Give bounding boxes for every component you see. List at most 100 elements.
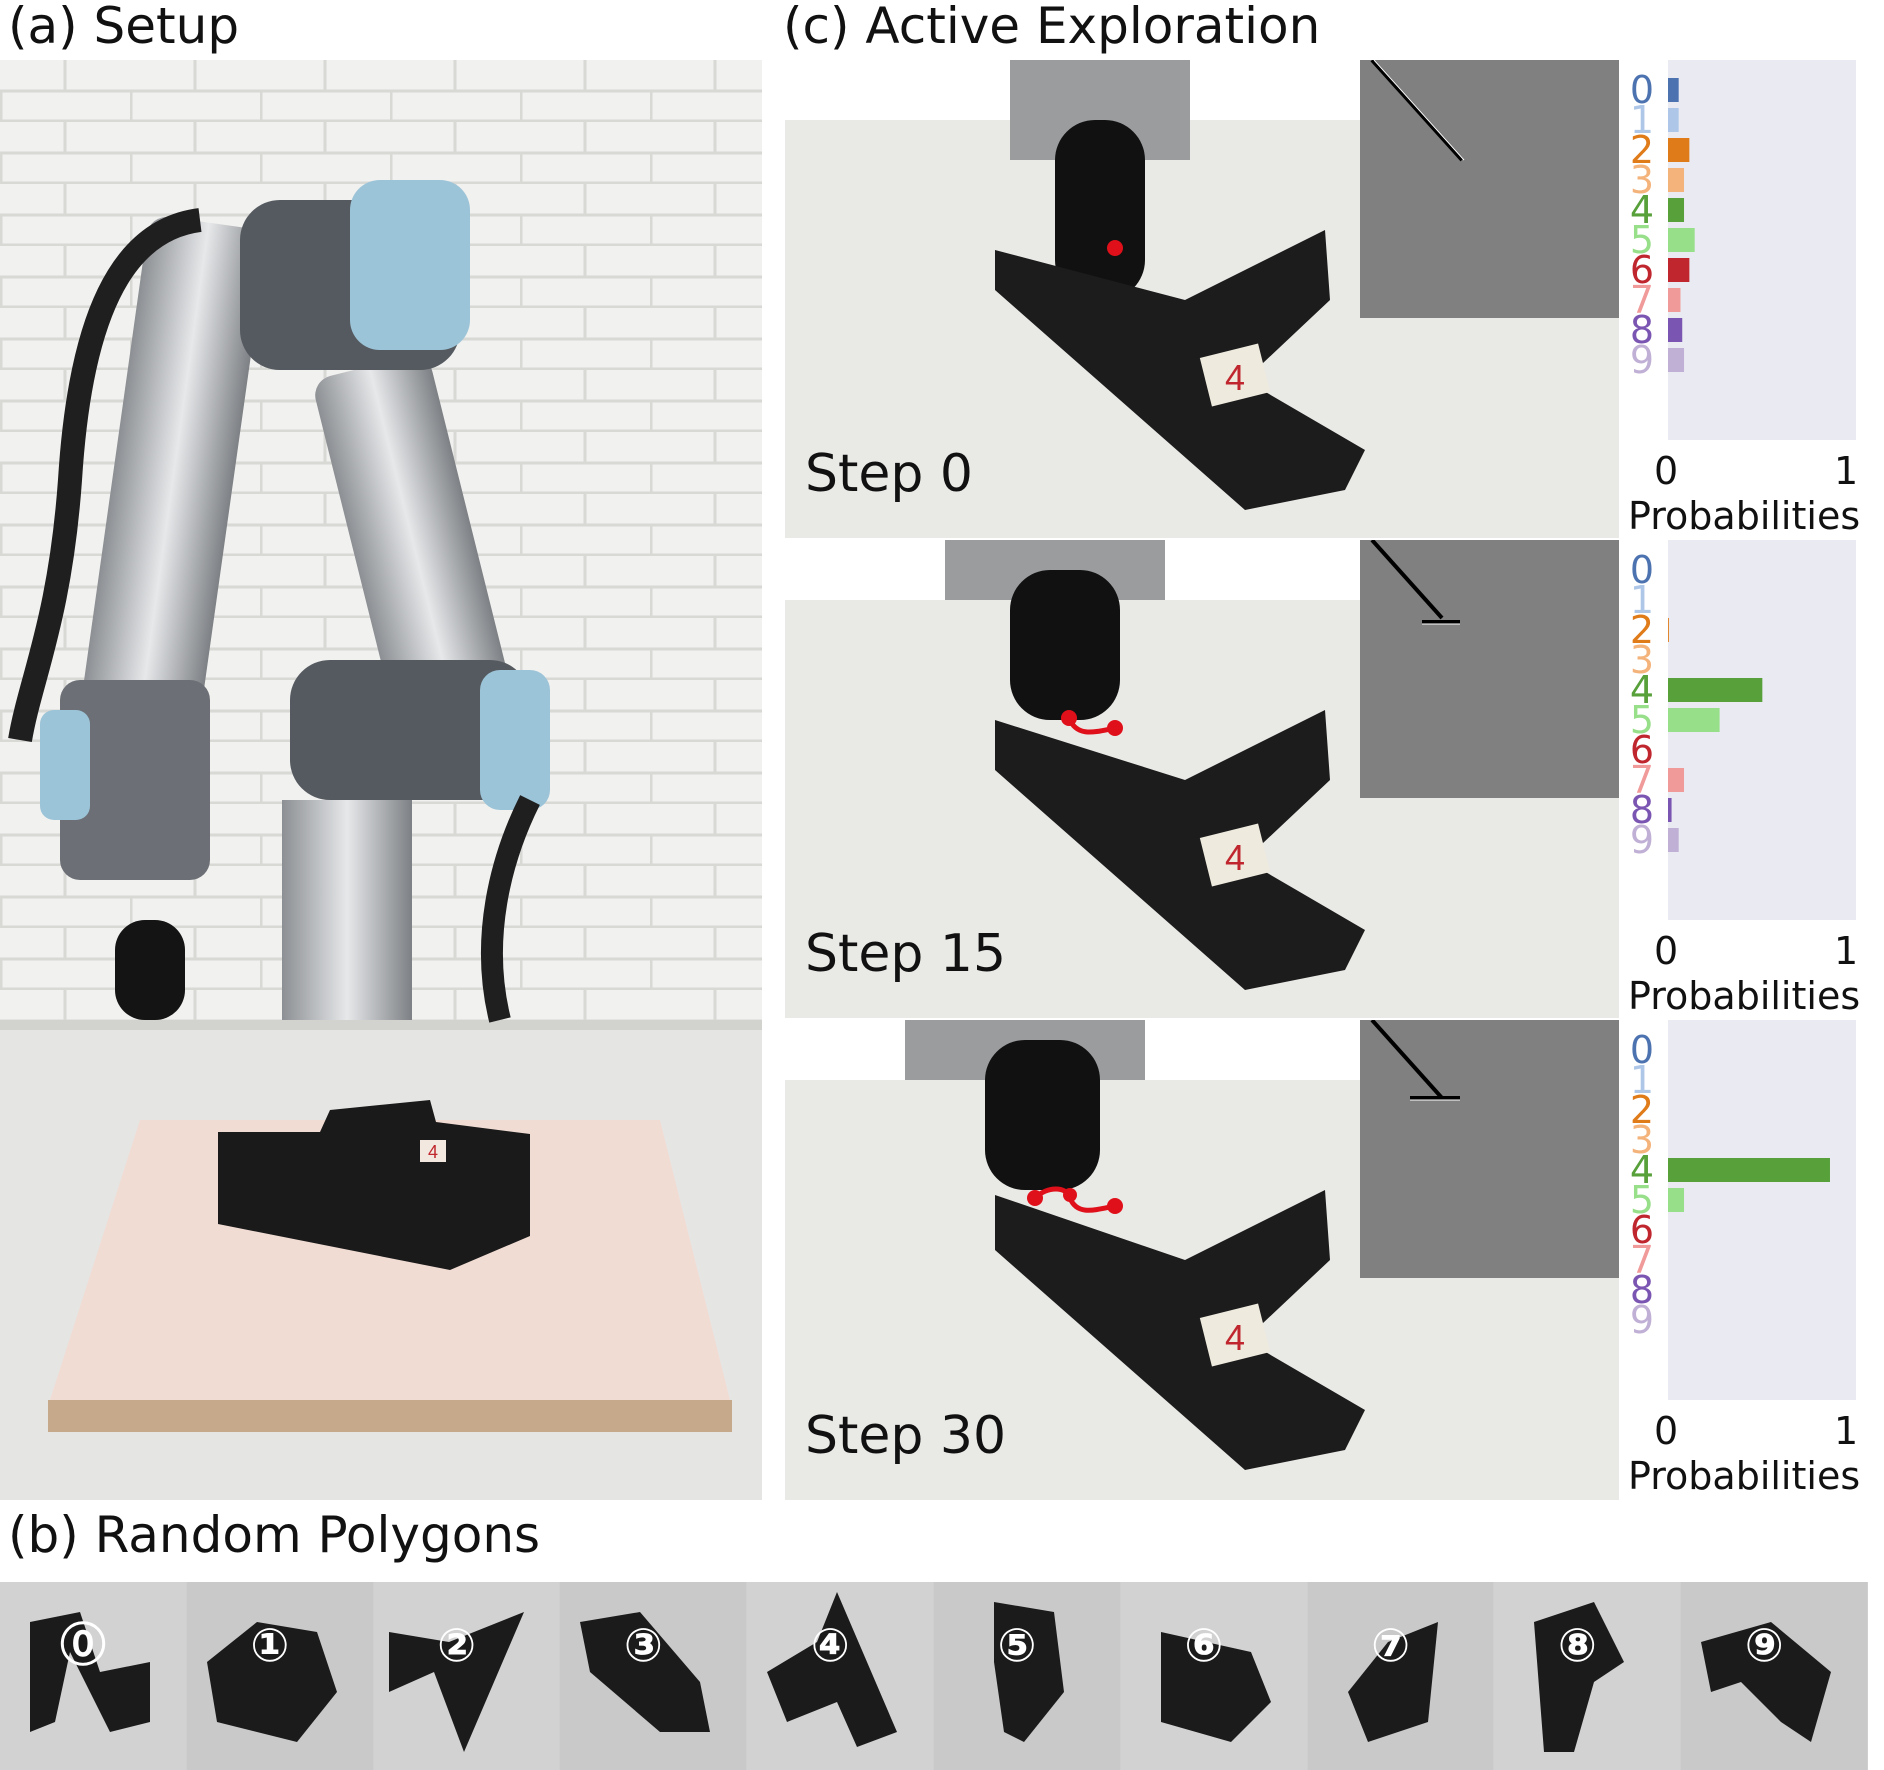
- bar-step1-class-2: [1668, 618, 1669, 642]
- category-label-step0-6: 6: [1629, 248, 1654, 292]
- tactile-map-1: [1360, 540, 1619, 798]
- step-photo-2: 4 Step 30: [785, 1020, 1619, 1500]
- category-label-step2-4: 4: [1629, 1148, 1654, 1192]
- category-label-step2-3: 3: [1629, 1118, 1654, 1162]
- bar-step2-class-5: [1668, 1188, 1685, 1212]
- bar-step0-class-0: [1668, 78, 1679, 102]
- polygon-shape-3: [580, 1612, 711, 1732]
- tactile-map-2: [1360, 1020, 1619, 1278]
- polygon-badge-1: ①: [250, 1618, 290, 1672]
- tactile-map-0: [1360, 60, 1619, 318]
- xlabel-1: Probabilities: [1628, 974, 1861, 1018]
- category-label-step1-7: 7: [1629, 758, 1654, 802]
- bar-step0-class-6: [1668, 258, 1690, 282]
- category-label-step1-1: 1: [1629, 578, 1654, 622]
- category-label-step2-6: 6: [1629, 1208, 1654, 1252]
- step-label-1: Step 15: [805, 924, 1007, 984]
- bar-step2-class-4: [1668, 1158, 1830, 1182]
- xtick-2-0: 0: [1654, 1409, 1679, 1453]
- category-label-step0-9: 9: [1629, 338, 1654, 382]
- polygon-shape-0: [30, 1612, 150, 1732]
- polygon-shape-5: [994, 1602, 1064, 1742]
- setup-object-tag: [420, 1140, 446, 1162]
- category-label-step0-0: 0: [1629, 68, 1654, 112]
- polygon-cell-9: ⑨: [1681, 1582, 1867, 1770]
- object-tag-0: 4: [1225, 357, 1245, 398]
- object-tag-1: 4: [1225, 837, 1245, 878]
- polygon-cell-2: ②: [373, 1582, 560, 1770]
- category-label-step2-5: 5: [1629, 1178, 1654, 1222]
- polygon-shape-1: [206, 1622, 337, 1742]
- polygon-shape-9: [1701, 1622, 1832, 1742]
- category-label-step0-8: 8: [1629, 308, 1654, 352]
- category-label-step0-7: 7: [1629, 278, 1654, 322]
- xtick-2-1: 1: [1834, 1409, 1859, 1453]
- polygon-cell-0: ⓪: [0, 1582, 186, 1770]
- polygon-shape-6: [1160, 1632, 1271, 1742]
- setup-photo: 4: [0, 60, 762, 1500]
- category-label-step2-7: 7: [1629, 1238, 1654, 1282]
- setup-object-tag-text: 4: [428, 1142, 438, 1162]
- polygon-cell-4: ④: [747, 1582, 933, 1770]
- polygon-shape-4: [767, 1592, 898, 1747]
- bar-step1-class-8: [1668, 798, 1672, 822]
- polygon-cell-6: ⑥: [1120, 1582, 1307, 1770]
- polygon-shape-2: [388, 1612, 524, 1752]
- bar-step0-class-7: [1668, 288, 1681, 312]
- polygon-badge-5: ⑤: [997, 1618, 1037, 1672]
- category-label-step1-0: 0: [1629, 548, 1654, 592]
- polygon-shape-8: [1534, 1602, 1625, 1752]
- polygon-badge-2: ②: [437, 1618, 477, 1672]
- category-label-step2-1: 1: [1629, 1058, 1654, 1102]
- polygon-badge-0: ⓪: [60, 1618, 106, 1672]
- step-photo-0: 4 Step 0: [785, 60, 1619, 538]
- panel-a-label: (a) Setup: [8, 0, 240, 55]
- polygon-badge-7: ⑦: [1371, 1618, 1411, 1672]
- xtick-0-0: 0: [1654, 449, 1679, 493]
- category-label-step2-9: 9: [1629, 1298, 1654, 1342]
- category-label-step0-5: 5: [1629, 218, 1654, 262]
- panel-c-label: (c) Active Exploration: [783, 0, 1321, 55]
- polygon-badge-9: ⑨: [1744, 1618, 1784, 1672]
- polygon-strip: ⓪ ① ② ③ ④ ⑤ ⑥ ⑦ ⑧ ⑨: [0, 1582, 1868, 1770]
- category-label-step0-1: 1: [1629, 98, 1654, 142]
- polygon-cell-8: ⑧: [1494, 1582, 1681, 1770]
- polygon-shape-7: [1347, 1622, 1438, 1742]
- polygon-badge-6: ⑥: [1184, 1618, 1224, 1672]
- category-label-step2-2: 2: [1629, 1088, 1654, 1132]
- bar-step1-class-5: [1668, 708, 1720, 732]
- category-label-step1-8: 8: [1629, 788, 1654, 832]
- category-label-step1-5: 5: [1629, 698, 1654, 742]
- category-label-step2-8: 8: [1629, 1268, 1654, 1312]
- category-label-step0-2: 2: [1629, 128, 1654, 172]
- object-tag-2: 4: [1225, 1317, 1245, 1358]
- step-label-2: Step 30: [805, 1406, 1007, 1466]
- category-label-step1-9: 9: [1629, 818, 1654, 862]
- polygon-cell-3: ③: [560, 1582, 747, 1770]
- prob-plot-1: [1668, 540, 1856, 920]
- bar-step1-class-7: [1668, 768, 1685, 792]
- bar-step1-class-9: [1668, 828, 1679, 852]
- xtick-1-1: 1: [1834, 929, 1859, 973]
- xlabel-0: Probabilities: [1628, 494, 1861, 538]
- bar-step0-class-2: [1668, 138, 1690, 162]
- polygon-cell-5: ⑤: [934, 1582, 1120, 1770]
- polygon-badge-8: ⑧: [1557, 1618, 1597, 1672]
- step-label-0: Step 0: [805, 444, 974, 504]
- bar-step0-class-1: [1668, 108, 1679, 132]
- prob-plot-2: [1668, 1020, 1856, 1400]
- category-label-step1-2: 2: [1629, 608, 1654, 652]
- step-photo-1: 4 Step 15: [785, 540, 1619, 1018]
- bar-step0-class-8: [1668, 318, 1683, 342]
- polygon-badge-3: ③: [623, 1618, 663, 1672]
- category-label-step1-4: 4: [1629, 668, 1654, 712]
- bar-step0-class-9: [1668, 348, 1685, 372]
- category-label-step1-3: 3: [1629, 638, 1654, 682]
- bar-step0-class-5: [1668, 228, 1695, 252]
- category-label-step0-4: 4: [1629, 188, 1654, 232]
- bar-step1-class-4: [1668, 678, 1763, 702]
- xtick-1-0: 0: [1654, 929, 1679, 973]
- prob-plot-0: [1668, 60, 1856, 440]
- bar-step0-class-3: [1668, 168, 1685, 192]
- category-label-step1-6: 6: [1629, 728, 1654, 772]
